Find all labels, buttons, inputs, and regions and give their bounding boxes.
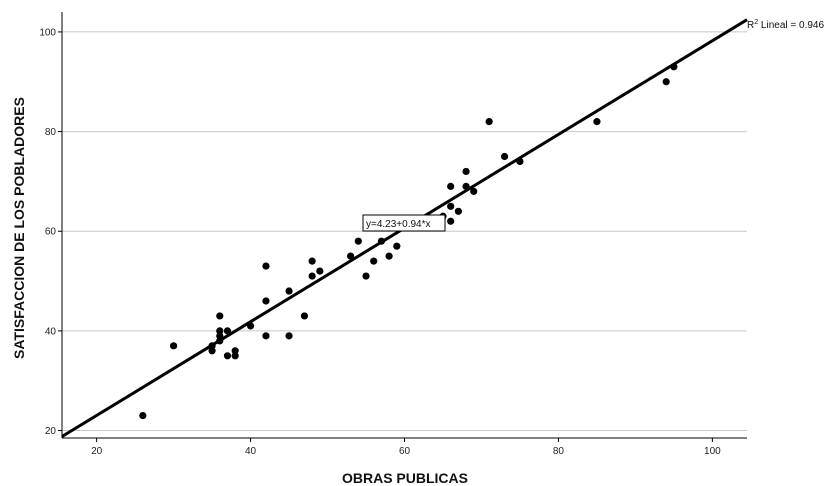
data-point [393, 242, 401, 250]
data-point [262, 297, 270, 305]
data-point [308, 272, 316, 280]
y-tick-label: 60 [45, 227, 57, 238]
data-point [285, 287, 293, 295]
x-tick-label: 80 [553, 446, 565, 457]
data-point [208, 342, 216, 350]
data-point [470, 187, 478, 195]
y-tick-label: 80 [45, 127, 57, 138]
data-point [347, 252, 355, 260]
data-point [447, 182, 455, 190]
data-point [308, 257, 316, 265]
data-point [370, 257, 378, 265]
data-point [500, 152, 509, 161]
data-point [285, 332, 293, 340]
data-point [170, 342, 178, 350]
data-point [262, 262, 270, 270]
r-squared-value: Lineal = 0.946 [758, 20, 824, 31]
data-point [447, 202, 455, 210]
data-point [216, 312, 224, 320]
data-point [377, 237, 386, 245]
data-point [231, 347, 239, 355]
x-tick-label: 20 [91, 446, 103, 457]
data-point [216, 327, 224, 335]
data-point [223, 352, 232, 360]
data-point [462, 167, 470, 176]
data-point [485, 118, 493, 126]
equation-box [362, 214, 446, 232]
data-point [362, 272, 370, 280]
data-point [454, 207, 462, 215]
data-point [447, 217, 455, 225]
data-point [216, 337, 224, 345]
data-point [462, 182, 470, 190]
data-point [246, 322, 255, 330]
data-point [139, 411, 147, 420]
annotations: y=4.23+0.94*x R2 Lineal = 0.946 [362, 19, 824, 232]
x-tick-label: 40 [245, 446, 257, 457]
data-point [262, 332, 270, 340]
equation-label: y=4.23+0.94*x [366, 219, 431, 230]
x-tick-label: 60 [399, 446, 411, 457]
data-point [516, 157, 524, 166]
y-tick-label: 40 [45, 326, 57, 337]
y-tick-label: 20 [45, 426, 57, 437]
data-points [139, 63, 678, 420]
x-tick-label: 100 [704, 446, 721, 457]
tick-labels: 20 40 60 80 100 20 40 60 80 100 [39, 27, 721, 457]
r-squared-label: R2 Lineal = 0.946 [747, 19, 824, 31]
data-point [593, 118, 601, 126]
y-tick-label: 100 [39, 27, 56, 38]
data-point [670, 63, 678, 71]
data-point [385, 252, 393, 260]
data-point [662, 78, 670, 86]
data-point [216, 332, 224, 340]
data-point [223, 327, 232, 335]
r-squared-superscript: 2 [754, 19, 758, 26]
r-squared-prefix: R [747, 20, 754, 31]
x-axis-title: OBRAS PUBLICAS [342, 470, 468, 486]
data-point [231, 352, 239, 360]
data-point [354, 237, 362, 245]
y-axis-title: SATISFACCION DE LOS POBLADORES [11, 97, 27, 359]
data-point [316, 267, 324, 275]
data-point [208, 347, 216, 355]
data-point [300, 312, 309, 320]
